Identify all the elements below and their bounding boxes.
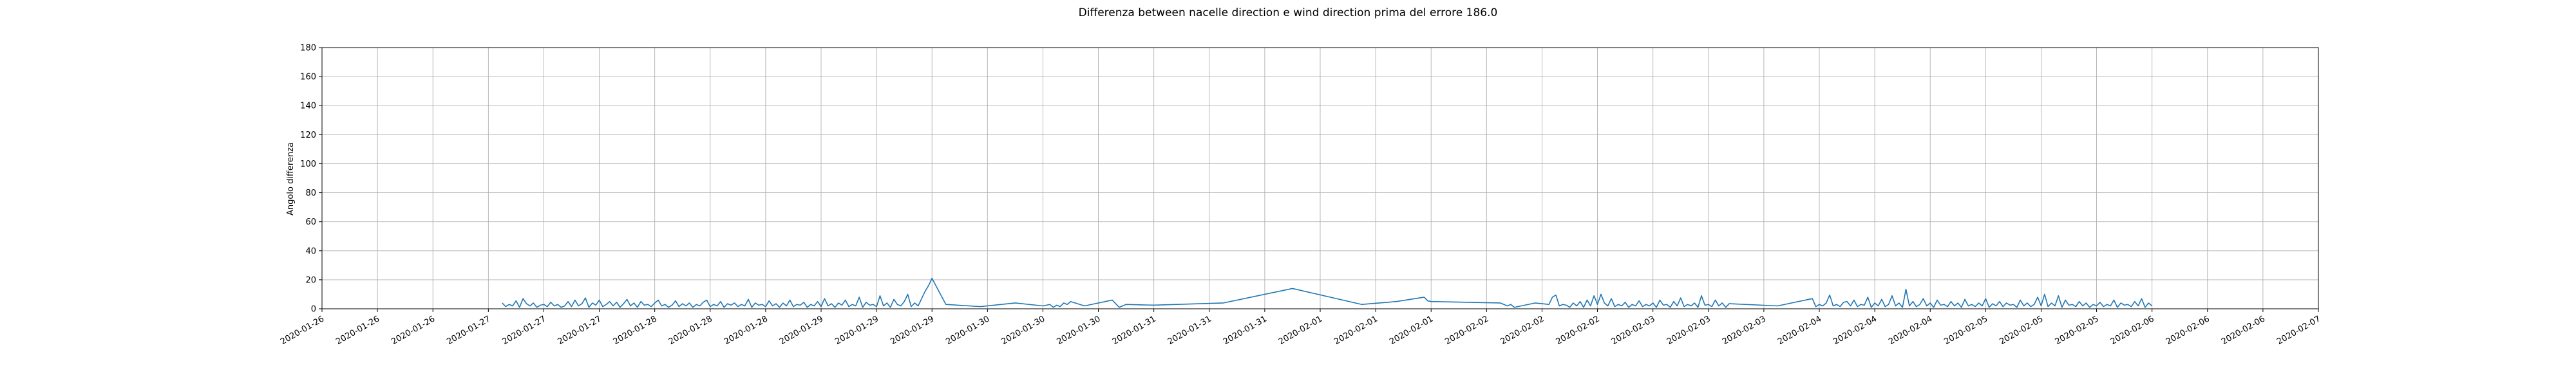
y-tick-label: 0 [311, 305, 316, 315]
x-tick-label: 2020-02-06 [2109, 314, 2156, 347]
x-tick-label: 2020-02-03 [1610, 314, 1657, 347]
x-tick-label: 2020-02-05 [1942, 314, 1989, 347]
x-tick-label: 2020-01-29 [833, 314, 880, 347]
x-tick-label: 2020-01-28 [612, 314, 659, 347]
x-tick-label: 2020-02-02 [1499, 314, 1546, 347]
x-tick-label: 2020-02-01 [1388, 314, 1435, 347]
series-layer [502, 277, 2153, 308]
x-tick-label: 2020-02-06 [2220, 314, 2267, 347]
x-tick-label: 2020-02-04 [1776, 314, 1823, 347]
grid-layer [321, 47, 2319, 309]
x-tick-label: 2020-02-02 [1555, 314, 1602, 347]
x-tick-label: 2020-01-29 [778, 314, 825, 347]
x-tick-label: 2020-01-26 [279, 314, 326, 347]
y-tick-label: 140 [300, 102, 316, 111]
x-tick-label: 2020-01-30 [1056, 314, 1103, 347]
y-tick-label: 160 [300, 73, 316, 82]
x-tick-label: 2020-02-04 [1887, 314, 1934, 347]
x-tick-label: 2020-01-31 [1222, 314, 1269, 347]
chart-title: Differenza between nacelle direction e w… [1079, 6, 1498, 19]
y-tick-label: 20 [305, 275, 316, 285]
x-tick-label: 2020-01-27 [501, 314, 548, 347]
x-tick-label: 2020-02-01 [1277, 314, 1324, 347]
y-tick-label: 180 [300, 44, 316, 53]
x-tick-label: 2020-01-29 [889, 314, 936, 347]
x-tick-label: 2020-01-27 [556, 314, 603, 347]
x-tick-label: 2020-02-04 [1832, 314, 1879, 347]
x-tick-label: 2020-01-26 [390, 314, 437, 347]
x-tick-label: 2020-01-30 [1000, 314, 1047, 347]
x-tick-label: 2020-01-31 [1111, 314, 1158, 347]
y-tick-label: 40 [305, 246, 316, 256]
series-line [502, 277, 2153, 308]
y-tick-label: 60 [305, 217, 316, 227]
y-tick-label: 120 [300, 131, 316, 140]
x-tick-label: 2020-02-02 [1443, 314, 1490, 347]
x-tick-label: 2020-02-03 [1721, 314, 1768, 347]
x-tick-label: 2020-02-06 [2164, 314, 2211, 347]
x-tick-label: 2020-01-31 [1166, 314, 1213, 347]
y-tick-label: 80 [305, 188, 316, 198]
x-tick-label: 2020-02-03 [1665, 314, 1712, 347]
x-tick-label: 2020-01-27 [445, 314, 492, 347]
x-tick-label: 2020-01-28 [723, 314, 770, 347]
x-tick-label: 2020-02-05 [1998, 314, 2045, 347]
x-tick-label: 2020-02-01 [1332, 314, 1379, 347]
plot-frame [321, 47, 2319, 309]
x-tick-label: 2020-01-26 [334, 314, 381, 347]
x-tick-label: 2020-02-07 [2275, 314, 2322, 347]
x-tick-label: 2020-01-30 [944, 314, 991, 347]
x-tick-label: 2020-02-05 [2054, 314, 2101, 347]
x-tick-label: 2020-01-28 [667, 314, 714, 347]
y-axis-label: Angolo differenza [286, 142, 296, 216]
y-tick-label: 100 [300, 160, 316, 169]
